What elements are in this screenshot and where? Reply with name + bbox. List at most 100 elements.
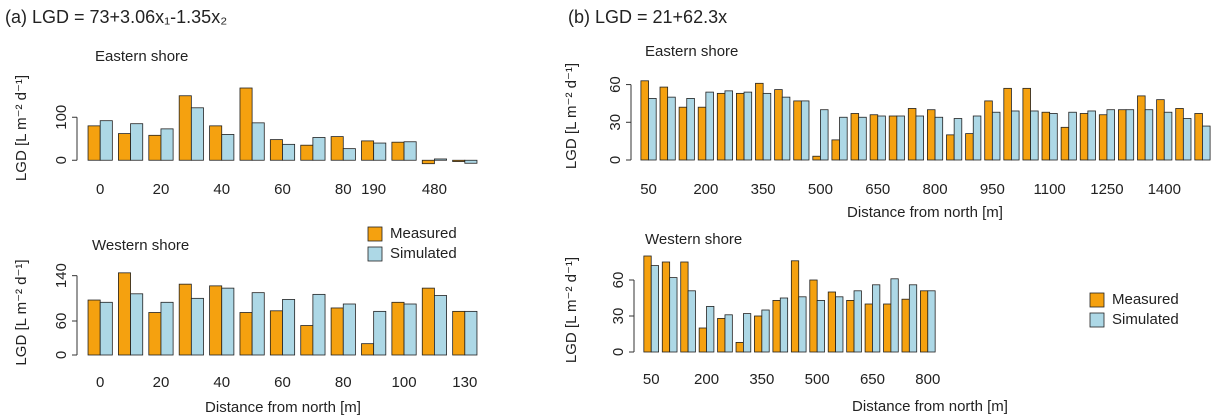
x-tick-label: 80 [335, 374, 352, 391]
bar [1175, 108, 1184, 161]
bar [251, 292, 265, 356]
bar [640, 80, 649, 161]
bar [812, 155, 821, 161]
bar [896, 115, 905, 161]
x-tick-label: 60 [274, 181, 291, 198]
bar [1060, 126, 1070, 161]
bar [790, 260, 800, 353]
y-tick-label: 60 [53, 313, 70, 330]
bar [779, 297, 789, 353]
bar [330, 136, 344, 161]
bar [300, 144, 314, 161]
bar [864, 303, 873, 353]
bar [421, 287, 435, 356]
x-tick-label: 480 [422, 181, 447, 198]
bar [774, 89, 783, 161]
bar [1003, 87, 1012, 161]
bar [650, 265, 659, 353]
bar [118, 133, 131, 161]
bar [781, 96, 791, 161]
bar [1125, 109, 1135, 161]
bar [1156, 99, 1165, 161]
bar [816, 299, 825, 353]
bar [901, 298, 910, 353]
legend-label: Measured [390, 225, 457, 242]
x-tick-label: 800 [923, 181, 948, 198]
bar [888, 115, 898, 161]
bar [1011, 110, 1020, 161]
bar [361, 343, 375, 356]
bar [1163, 111, 1173, 161]
legend-swatch [1089, 312, 1105, 328]
y-axis-label: LGD [L m⁻² d⁻¹] [13, 259, 30, 365]
bar [835, 296, 844, 353]
bar [1049, 113, 1058, 161]
bar [643, 255, 652, 353]
x-tick-label: 800 [915, 371, 940, 388]
legend-label: Measured [1112, 291, 1179, 308]
bar [800, 100, 810, 161]
bar [421, 159, 435, 165]
bar [130, 123, 144, 161]
x-tick-label: 950 [980, 181, 1005, 198]
bar [1106, 109, 1115, 161]
bar [434, 295, 447, 356]
bar [717, 317, 726, 353]
y-tick-label: 0 [610, 348, 627, 356]
bar [697, 106, 707, 161]
bar [686, 98, 695, 161]
x-tick-label: 100 [392, 374, 417, 391]
x-tick-label: 1400 [1148, 181, 1181, 198]
bar [953, 118, 963, 161]
bar [736, 92, 745, 161]
x-tick-label: 350 [749, 371, 774, 388]
bar [755, 82, 764, 161]
bar [452, 159, 466, 162]
legend-swatch [367, 246, 383, 262]
bar [282, 299, 296, 356]
x-tick-label: 200 [693, 181, 718, 198]
bar [312, 293, 326, 356]
x-tick-label: 350 [751, 181, 776, 198]
bar [1087, 110, 1096, 161]
x-axis-label: Distance from north [m] [205, 399, 361, 416]
bar [678, 106, 688, 161]
bar [330, 307, 344, 356]
y-tick-label: 60 [607, 76, 624, 93]
x-tick-label: 50 [640, 181, 657, 198]
bar [839, 116, 848, 161]
bar [648, 98, 657, 161]
bar [869, 114, 879, 161]
bar [87, 299, 101, 356]
bar [464, 310, 478, 356]
x-tick-label: 0 [96, 181, 104, 198]
bar [1079, 113, 1089, 161]
bar [872, 284, 881, 353]
bar [342, 148, 356, 161]
bar [762, 92, 772, 161]
y-tick-label: 140 [53, 263, 70, 288]
bar [160, 301, 174, 356]
legend-label: Simulated [390, 245, 457, 262]
bar [858, 116, 867, 161]
bar [1022, 87, 1031, 161]
bar [1041, 111, 1051, 161]
x-tick-label: 650 [860, 371, 885, 388]
y-tick-label: 0 [53, 156, 70, 164]
bar [850, 113, 860, 161]
x-tick-label: 40 [213, 374, 230, 391]
bar [282, 143, 296, 161]
bar [661, 261, 671, 353]
bar [907, 108, 917, 161]
bar [342, 303, 356, 356]
bar [1182, 118, 1192, 161]
bar [239, 87, 253, 161]
bar [1194, 113, 1203, 161]
bar [698, 327, 707, 353]
bar [927, 290, 936, 353]
bar [883, 303, 892, 353]
x-axis-label: Distance from north [m] [852, 398, 1008, 415]
bar [827, 291, 836, 353]
